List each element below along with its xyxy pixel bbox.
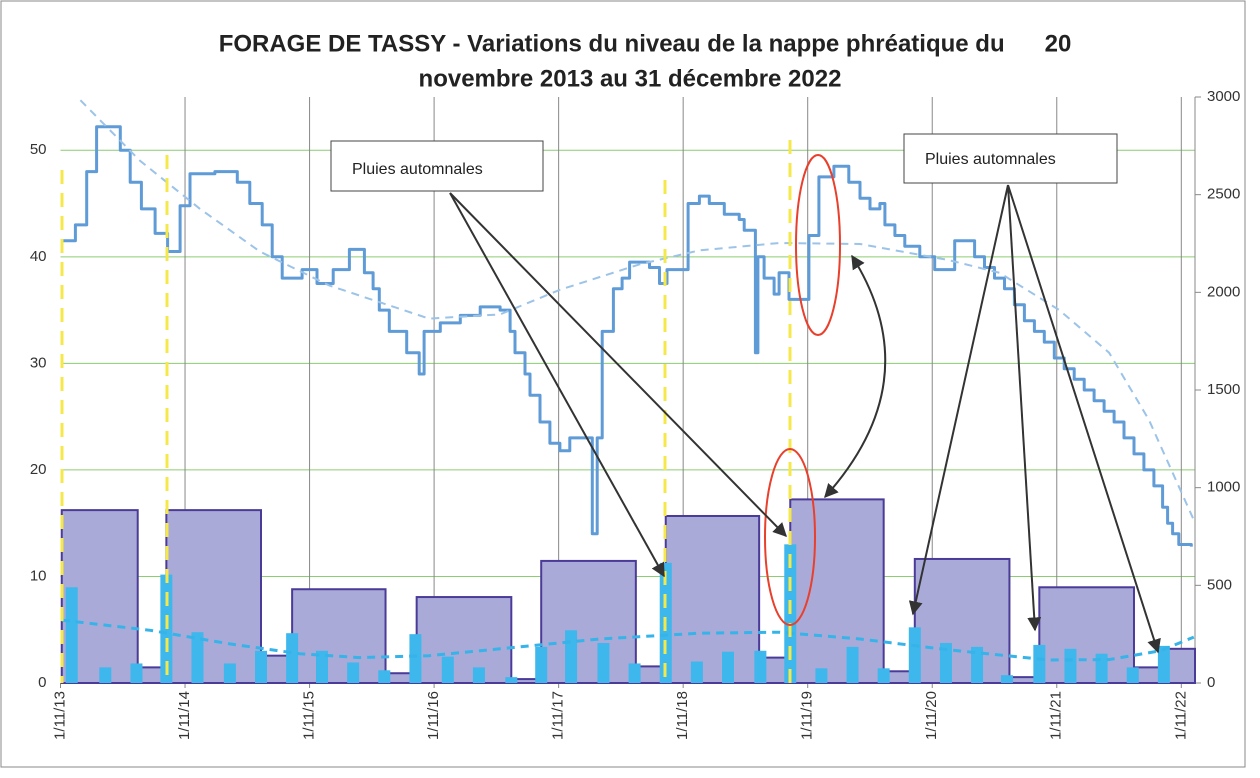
highlight-ellipse [795, 154, 841, 336]
monthly-bar [286, 633, 299, 683]
y2-tick-label: 2000 [1207, 283, 1240, 300]
x-tick-label: 1/11/15 [301, 691, 318, 740]
monthly-bar [223, 663, 236, 683]
monthly-bar [628, 663, 641, 683]
y-tick-label: 30 [30, 354, 47, 371]
rain-bar [1038, 586, 1135, 685]
rain-bar [664, 514, 761, 684]
arrow [908, 184, 1009, 616]
rain-bar [291, 588, 387, 684]
monthly-bar [908, 627, 921, 683]
monthly-bar [191, 632, 204, 683]
trend-line [79, 99, 1195, 521]
x-tick-label: 1/11/14 [176, 691, 193, 740]
x-tick-label: 1/11/18 [674, 691, 691, 740]
monthly-bar [565, 630, 578, 683]
annotations: Pluies automnales Pluies automnales [60, 133, 1161, 683]
arrows [449, 184, 1161, 654]
monthly-bar [99, 667, 112, 683]
arrow [1007, 184, 1161, 654]
level-line [61, 125, 1193, 547]
monthly-bar [754, 650, 767, 683]
y2-tick-label: 3000 [1207, 88, 1240, 105]
y2-tick-label: 500 [1207, 576, 1232, 593]
rain-bar [540, 559, 637, 685]
monthly-bar [1095, 653, 1108, 683]
monthly-bar [721, 651, 734, 683]
arrow [824, 254, 887, 499]
monthly-bar [1064, 648, 1077, 683]
monthly-bar [1000, 675, 1013, 683]
monthly-bar [846, 646, 859, 683]
y2-tick-label: 0 [1207, 674, 1215, 691]
trend-line [61, 618, 1195, 662]
monthly-bar [971, 646, 984, 683]
y-tick-label: 40 [30, 248, 47, 265]
monthly-bar [939, 642, 952, 683]
monthly-bar [535, 646, 548, 683]
monthly-bar [1033, 644, 1046, 683]
monthly-bar [65, 587, 78, 683]
monthly-bar [409, 634, 422, 683]
highlight-ellipse [764, 448, 816, 626]
monthly-bar [316, 650, 329, 683]
monthly-bar [1126, 667, 1139, 683]
annotation-text: Pluies automnales [925, 151, 1056, 168]
y-tick-label: 20 [30, 461, 47, 478]
annotation-box [330, 140, 544, 192]
y-tick-label: 10 [30, 567, 47, 584]
chart-title: FORAGE DE TASSY - Variations du niveau d… [219, 30, 1072, 57]
monthly-bar [347, 662, 360, 683]
monthly-bar [1157, 645, 1170, 683]
x-tick-label: 1/11/17 [550, 691, 567, 740]
y-tick-label: 0 [38, 674, 46, 691]
annotation-box [903, 133, 1118, 184]
monthly-bar [441, 656, 454, 683]
x-tick-label: 1/11/22 [1172, 691, 1189, 740]
arrow [1007, 184, 1042, 632]
monthly-bar [378, 670, 391, 683]
x-tick-label: 1/11/16 [425, 691, 442, 740]
annotation-text: Pluies automnales [352, 161, 483, 178]
monthly-bar [505, 677, 518, 683]
chart-title: novembre 2013 au 31 décembre 2022 [419, 65, 842, 92]
monthly-bar [130, 663, 143, 683]
rain-bar [165, 509, 262, 684]
x-tick-label: 1/11/19 [799, 691, 816, 740]
x-tick-label: 1/11/20 [923, 691, 940, 740]
y2-tick-label: 1000 [1207, 479, 1240, 496]
rain-bar [913, 557, 1011, 684]
monthly-bar [690, 661, 703, 683]
x-tick-label: 1/11/21 [1048, 691, 1065, 740]
y2-tick-label: 1500 [1207, 381, 1240, 398]
rain-bar [415, 596, 513, 685]
arrow [449, 192, 787, 538]
monthly-bar [472, 667, 485, 683]
rain-bar [789, 498, 885, 684]
monthly-bar [815, 668, 828, 683]
x-tick-label: 1/11/13 [51, 691, 68, 740]
monthly-bar [254, 650, 267, 683]
arrow [449, 192, 665, 578]
monthly-bar [597, 642, 610, 683]
y-tick-label: 50 [30, 141, 47, 158]
y2-tick-label: 2500 [1207, 186, 1240, 203]
monthly-bar [877, 668, 890, 683]
